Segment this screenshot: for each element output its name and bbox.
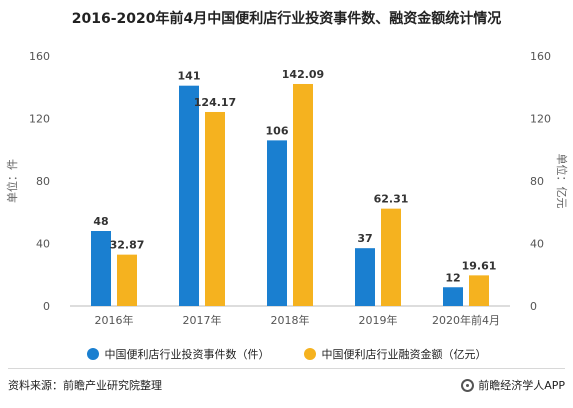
bar-investment-count [355, 248, 375, 306]
data-label-financing-amount: 19.61 [462, 259, 497, 272]
bar-investment-count [267, 140, 287, 306]
x-tick-label: 2019年 [359, 313, 398, 327]
brand-credit: 前瞻经济学人APP [461, 377, 565, 393]
y-tick-label-left: 40 [36, 238, 50, 251]
y-tick-label-left: 0 [43, 300, 50, 313]
y-tick-label-left: 80 [36, 175, 50, 188]
legend-item-investment-count: 中国便利店行业投资事件数（件） [86, 346, 270, 362]
data-label-financing-amount: 142.09 [282, 68, 324, 81]
bar-financing-amount [205, 111, 225, 306]
x-tick-label: 2020年前4月 [432, 313, 500, 327]
x-tick-label: 2018年 [271, 313, 310, 327]
legend-label-investment-count: 中国便利店行业投资事件数（件） [104, 348, 270, 361]
data-label-investment-count: 106 [266, 124, 289, 137]
bar-investment-count [91, 231, 111, 306]
bar-financing-amount [293, 83, 313, 306]
bar-financing-amount [469, 275, 489, 306]
y-tick-label-right: 0 [530, 300, 537, 313]
y-axis-title-right: 单位：亿元 [555, 154, 569, 209]
y-tick-label-left: 120 [29, 113, 50, 126]
bar-investment-count [179, 85, 199, 306]
x-tick-label: 2017年 [183, 313, 222, 327]
brand-name: 前瞻经济学人APP [478, 379, 565, 392]
data-label-investment-count: 37 [357, 232, 372, 245]
chart-title: 2016-2020年前4月中国便利店行业投资事件数、融资金额统计情况 [71, 11, 502, 27]
y-tick-label-left: 160 [29, 50, 50, 63]
legend-swatch-blue [86, 348, 99, 360]
y-tick-label-right: 80 [530, 175, 544, 188]
brand-logo-icon [461, 378, 475, 392]
legend-swatch-yellow [303, 348, 316, 360]
data-label-investment-count: 12 [445, 271, 460, 284]
legend: 中国便利店行业投资事件数（件） 中国便利店行业融资金额（亿元） [0, 346, 573, 362]
source-note: 资料来源：前瞻产业研究院整理 [8, 379, 162, 392]
data-label-financing-amount: 62.31 [374, 193, 409, 206]
footer-divider [8, 368, 565, 369]
bar-financing-amount [117, 254, 137, 306]
bar-investment-count [443, 287, 463, 306]
legend-label-financing-amount: 中国便利店行业融资金额（亿元） [321, 348, 487, 361]
data-label-financing-amount: 124.17 [194, 96, 236, 109]
data-label-investment-count: 141 [178, 70, 201, 83]
y-axis-title-left: 单位：件 [5, 159, 19, 203]
data-label-financing-amount: 32.87 [110, 239, 145, 252]
data-label-investment-count: 48 [93, 215, 108, 228]
y-tick-label-right: 120 [530, 113, 551, 126]
y-tick-label-right: 40 [530, 238, 544, 251]
y-tick-label-right: 160 [530, 50, 551, 63]
legend-item-financing-amount: 中国便利店行业融资金额（亿元） [303, 346, 487, 362]
bar-financing-amount [381, 208, 401, 306]
x-tick-label: 2016年 [95, 313, 134, 327]
